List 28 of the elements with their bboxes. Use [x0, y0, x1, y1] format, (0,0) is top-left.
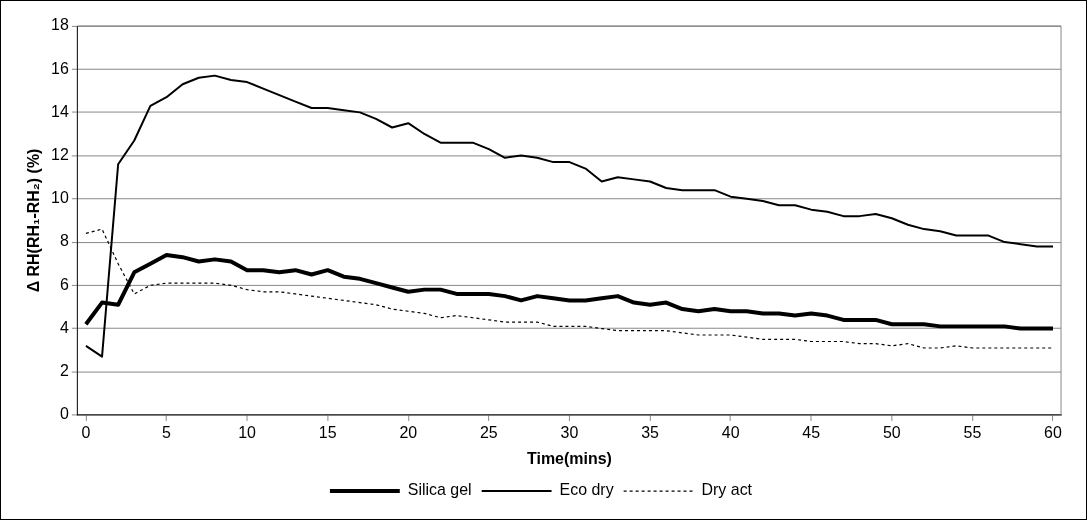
y-tick-label: 4 [59, 318, 69, 336]
y-tick-label: 2 [59, 362, 69, 380]
x-tick-label: 25 [479, 423, 498, 441]
legend-label: Eco dry [559, 481, 614, 499]
x-tick-label: 10 [238, 423, 257, 441]
y-tick-label: 12 [51, 146, 69, 163]
x-tick-label: 0 [81, 423, 91, 441]
y-tick-label: 6 [59, 275, 69, 293]
x-tick-label: 15 [318, 423, 337, 441]
x-tick-label: 20 [399, 423, 418, 441]
y-tick-label: 8 [59, 232, 69, 250]
x-axis-title: Time(mins) [527, 450, 612, 468]
y-tick-label: 16 [51, 59, 69, 77]
x-tick-label: 35 [641, 423, 660, 441]
x-tick-label: 55 [963, 423, 982, 441]
x-tick-label: 45 [802, 423, 821, 441]
y-tick-label: 14 [51, 102, 69, 120]
legend-label: Dry act [701, 481, 753, 499]
x-tick-label: 40 [721, 423, 740, 441]
y-axis-title: Δ RH(RH₁-RH₂) (%) [24, 148, 42, 293]
y-tick-label: 10 [51, 189, 69, 207]
legend-label: Silica gel [407, 481, 472, 499]
x-tick-label: 30 [560, 423, 579, 441]
x-tick-label: 60 [1044, 423, 1062, 441]
y-tick-label: 18 [51, 16, 69, 34]
x-tick-label: 5 [162, 423, 172, 441]
x-tick-label: 50 [882, 423, 901, 441]
y-tick-label: 0 [59, 405, 69, 423]
